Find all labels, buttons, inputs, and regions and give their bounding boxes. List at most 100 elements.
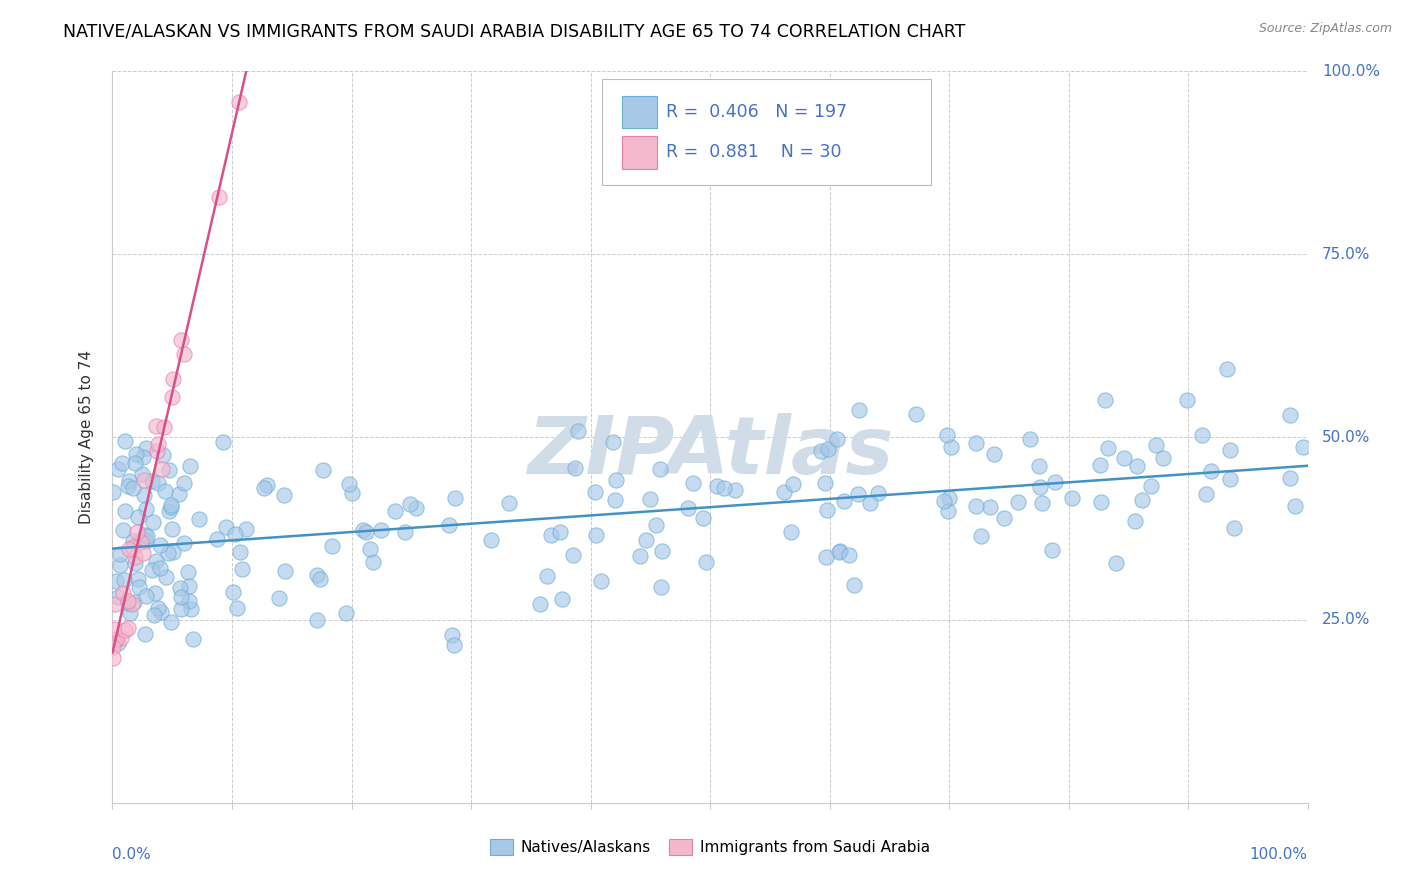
Text: Source: ZipAtlas.com: Source: ZipAtlas.com (1258, 22, 1392, 36)
Point (1040, 542, 1063, 557)
Point (904, 407, 927, 421)
Point (110, 631, 132, 645)
Point (437, 518, 460, 533)
Text: 25.0%: 25.0% (1322, 613, 1371, 627)
Point (132, 546, 155, 560)
Point (149, 561, 172, 575)
Point (1132, 493, 1154, 508)
Point (561, 549, 583, 563)
Point (162, 544, 184, 558)
Point (713, 482, 735, 496)
Point (181, 632, 204, 646)
Point (1112, 450, 1135, 465)
Point (187, 511, 209, 525)
Point (1019, 433, 1042, 447)
Point (650, 580, 672, 594)
Point (117, 621, 139, 635)
Point (135, 501, 157, 516)
Point (157, 463, 180, 477)
Text: R =  0.406   N = 197: R = 0.406 N = 197 (666, 103, 846, 120)
Point (134, 528, 156, 542)
Point (1094, 393, 1116, 408)
Point (224, 526, 246, 541)
Point (1195, 486, 1218, 500)
Point (212, 435, 235, 450)
FancyBboxPatch shape (621, 136, 658, 169)
Point (146, 437, 169, 451)
Point (118, 606, 141, 620)
Point (229, 544, 252, 558)
Point (162, 372, 184, 386)
Point (603, 493, 626, 508)
Point (337, 477, 360, 491)
Point (939, 440, 962, 454)
Point (832, 494, 855, 508)
Point (111, 456, 134, 470)
Point (1284, 499, 1306, 513)
Point (583, 484, 606, 499)
Point (103, 622, 125, 636)
Point (125, 446, 148, 460)
Point (173, 347, 195, 361)
Point (170, 333, 193, 347)
Point (1029, 480, 1052, 494)
Point (111, 523, 134, 537)
Point (651, 543, 673, 558)
Point (117, 479, 139, 493)
Point (1175, 392, 1198, 407)
Point (108, 558, 131, 573)
Point (548, 524, 571, 539)
Point (146, 475, 169, 490)
Point (143, 586, 166, 600)
Point (156, 546, 179, 560)
Point (354, 524, 377, 539)
Point (1060, 491, 1083, 505)
Point (359, 542, 381, 557)
Point (107, 461, 129, 475)
Point (340, 486, 363, 500)
Point (309, 572, 332, 586)
Point (152, 420, 174, 434)
Point (125, 524, 148, 539)
Point (117, 596, 139, 610)
Point (370, 524, 392, 538)
Point (1007, 495, 1029, 509)
Point (143, 608, 166, 623)
Point (932, 494, 955, 508)
Point (132, 450, 155, 465)
Point (177, 565, 200, 579)
Point (1219, 472, 1241, 486)
Point (1123, 514, 1146, 528)
Point (782, 477, 804, 491)
Point (970, 529, 993, 543)
Point (121, 597, 143, 611)
Point (1126, 458, 1149, 473)
Point (1090, 495, 1112, 509)
Point (773, 484, 796, 499)
Point (567, 424, 589, 438)
Point (936, 503, 959, 517)
Point (173, 476, 195, 491)
Point (135, 534, 157, 549)
Point (103, 635, 125, 649)
Point (814, 476, 837, 491)
Point (1219, 442, 1241, 457)
Point (1278, 470, 1301, 484)
FancyBboxPatch shape (621, 96, 658, 128)
Point (859, 496, 882, 510)
Point (550, 591, 572, 606)
Point (1278, 408, 1301, 422)
Point (846, 487, 869, 501)
Point (815, 503, 838, 517)
Legend: Natives/Alaskans, Immigrants from Saudi Arabia: Natives/Alaskans, Immigrants from Saudi … (484, 833, 936, 861)
Point (108, 547, 131, 561)
Point (979, 500, 1001, 514)
Point (399, 497, 422, 511)
Point (828, 544, 851, 558)
Point (160, 615, 183, 630)
Point (226, 600, 249, 615)
Point (1199, 464, 1222, 478)
Point (585, 528, 607, 542)
Point (136, 529, 159, 543)
Point (141, 563, 163, 577)
